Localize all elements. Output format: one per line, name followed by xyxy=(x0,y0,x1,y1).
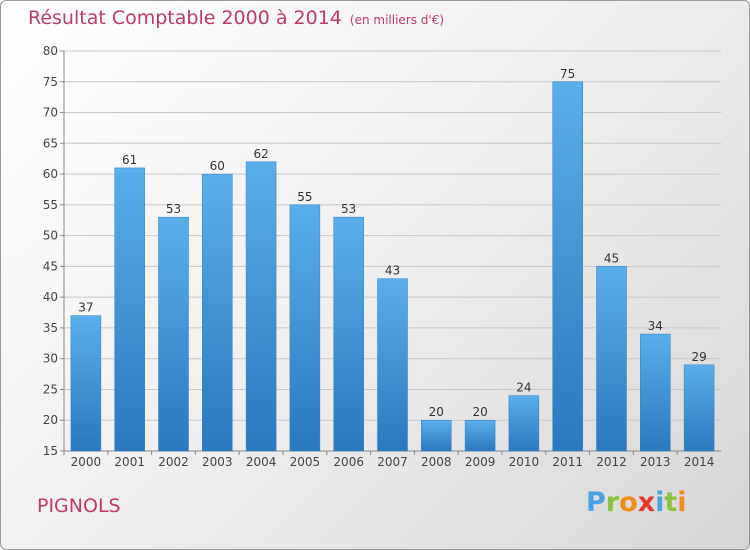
data-label: 24 xyxy=(516,381,531,395)
data-label: 34 xyxy=(648,319,663,333)
y-tick-label: 75 xyxy=(43,75,58,89)
x-tick-label: 2010 xyxy=(509,455,540,469)
bar xyxy=(640,333,671,452)
y-tick-label: 80 xyxy=(43,44,58,58)
logo-letter: P xyxy=(586,487,606,518)
x-tick-label: 2012 xyxy=(596,455,627,469)
data-label: 53 xyxy=(341,202,356,216)
x-tick-label: 2011 xyxy=(552,455,583,469)
y-tick-label: 20 xyxy=(43,413,58,427)
y-tick-label: 15 xyxy=(43,444,58,458)
y-tick-label: 45 xyxy=(43,259,58,273)
logo-letter: i xyxy=(677,487,687,518)
x-tick-label: 2008 xyxy=(421,455,452,469)
x-tick-label: 2000 xyxy=(71,455,102,469)
bar xyxy=(245,161,277,452)
x-tick-label: 2007 xyxy=(377,455,408,469)
logo-letter: t xyxy=(664,487,678,518)
chart-subtitle: (en milliers d'€) xyxy=(349,13,445,27)
data-label: 20 xyxy=(472,405,487,419)
bar xyxy=(683,364,715,452)
y-tick-label: 50 xyxy=(43,229,58,243)
data-label: 37 xyxy=(78,301,93,315)
proxiti-logo: Proxiti xyxy=(586,487,687,518)
bar xyxy=(508,395,540,452)
bar xyxy=(464,419,496,452)
data-label: 55 xyxy=(297,190,312,204)
y-tick-label: 70 xyxy=(43,106,58,120)
x-tick-label: 2001 xyxy=(114,455,145,469)
bar xyxy=(596,266,627,452)
y-tick-label: 40 xyxy=(43,290,58,304)
data-label: 29 xyxy=(691,350,706,364)
x-tick-label: 2002 xyxy=(158,455,189,469)
bar xyxy=(70,315,102,452)
bar xyxy=(114,167,145,452)
y-tick-label: 65 xyxy=(43,136,58,150)
data-label: 43 xyxy=(385,264,400,278)
data-label: 20 xyxy=(429,405,444,419)
logo-letter: o xyxy=(619,487,638,518)
x-tick-label: 2006 xyxy=(333,455,364,469)
x-tick-label: 2004 xyxy=(246,455,277,469)
data-label: 75 xyxy=(560,67,575,81)
x-tick-label: 2009 xyxy=(465,455,496,469)
bar xyxy=(552,81,583,452)
x-tick-label: 2005 xyxy=(290,455,321,469)
bar xyxy=(202,173,233,452)
logo-letter: i xyxy=(655,487,665,518)
bar xyxy=(421,419,452,452)
chart-title: Résultat Comptable 2000 à 2014 xyxy=(28,7,342,29)
data-label: 60 xyxy=(210,159,225,173)
commune-name: PIGNOLS xyxy=(37,495,121,517)
bar xyxy=(377,278,408,452)
logo-letter: r xyxy=(605,487,620,518)
y-tick-label: 55 xyxy=(43,198,58,212)
data-label: 61 xyxy=(122,153,137,167)
x-tick-label: 2013 xyxy=(640,455,671,469)
y-tick-label: 35 xyxy=(43,321,58,335)
y-tick-label: 30 xyxy=(43,352,58,366)
y-tick-label: 25 xyxy=(43,382,58,396)
data-label: 53 xyxy=(166,202,181,216)
title-row: Résultat Comptable 2000 à 2014 (en millie… xyxy=(28,7,444,29)
logo-letter: x xyxy=(637,487,656,518)
data-label: 45 xyxy=(604,251,619,265)
x-tick-label: 2003 xyxy=(202,455,233,469)
x-tick-label: 2014 xyxy=(684,455,715,469)
bar xyxy=(158,216,189,452)
bar xyxy=(333,216,364,452)
data-label: 62 xyxy=(253,147,268,161)
bar xyxy=(289,204,321,452)
y-tick-label: 60 xyxy=(43,167,58,181)
